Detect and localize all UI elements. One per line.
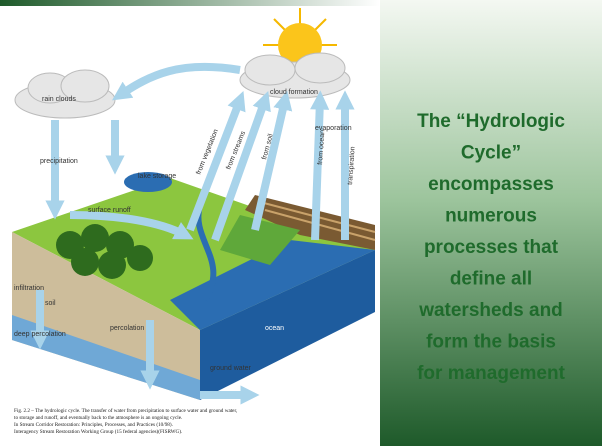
label: percolation: [110, 325, 144, 332]
label: cloud formation: [270, 89, 318, 96]
arrow: [315, 100, 320, 240]
slide-text-line: processes that: [424, 237, 559, 258]
caption: to storage and runoff, and eventually ba…: [14, 414, 182, 421]
label: infiltration: [14, 285, 44, 292]
top-strip: [0, 0, 380, 6]
slide-text-line: Cycle”: [461, 143, 521, 164]
slide-text-line: for management: [417, 363, 565, 384]
slide-text-line: encompasses: [428, 174, 554, 195]
label: ground water: [210, 365, 252, 372]
label: deep percolation: [14, 331, 66, 338]
label: precipitation: [40, 158, 78, 165]
label: soil: [45, 300, 56, 307]
caption: Fig. 2.2 – The hydrologic cycle. The tra…: [14, 407, 237, 414]
label: surface runoff: [88, 207, 131, 214]
slide: rain clouds cloud formation evaporation …: [0, 0, 602, 446]
slide-text-line: form the basis: [426, 332, 556, 353]
slide-text-line: watersheds and: [418, 300, 563, 321]
caption: In Stream Corridor Restoration: Principl…: [14, 421, 173, 428]
label: lake storage: [138, 173, 176, 180]
label: ocean: [265, 325, 284, 332]
slide-text-line: numerous: [445, 206, 537, 227]
label: rain clouds: [42, 96, 76, 103]
slide-text-line: define all: [450, 269, 532, 290]
slide-text-line: The “Hydrologic: [417, 111, 565, 132]
caption: Interagency Stream Restoration Working G…: [14, 428, 182, 435]
